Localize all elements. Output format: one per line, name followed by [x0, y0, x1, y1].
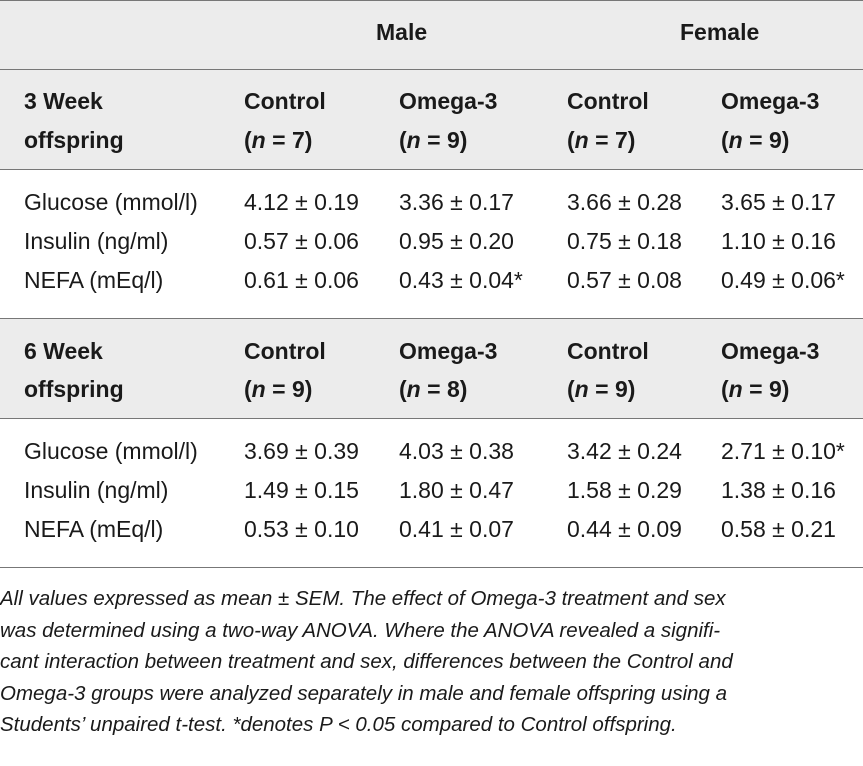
rule-under-section-2-header — [0, 418, 863, 419]
s1-col-header-label: Control — [244, 88, 326, 114]
table-cell: 0.41 ± 0.07 — [399, 516, 514, 542]
footnote-line: Omega-3 groups were analyzed separately … — [0, 681, 728, 705]
s2-col-header-n: (n = 9) — [244, 376, 313, 402]
table-cell: 2.71 ± 0.10* — [721, 438, 845, 464]
group-header-female: Female — [680, 19, 760, 45]
s2-col-header-label: Omega-3 — [721, 338, 820, 364]
table-cell: 0.57 ± 0.08 — [567, 267, 682, 293]
section-2-title-line2: offspring — [24, 376, 124, 402]
row-label: Glucose (mmol/l) — [24, 189, 198, 215]
s1-col-header-n: (n = 7) — [567, 127, 636, 153]
table-cell: 0.49 ± 0.06* — [721, 267, 845, 293]
footnote-line: was determined using a two-way ANOVA. Wh… — [0, 618, 721, 642]
table-cell: 1.38 ± 0.16 — [721, 477, 836, 503]
s2-col-header-label: Control — [244, 338, 326, 364]
table-cell: 1.58 ± 0.29 — [567, 477, 682, 503]
s1-col-header-n: (n = 9) — [721, 127, 790, 153]
group-header-male: Male — [376, 19, 428, 45]
footnote-line: cant interaction between treatment and s… — [0, 650, 733, 673]
table-cell: 1.49 ± 0.15 — [244, 477, 359, 503]
row-label: Insulin (ng/ml) — [24, 477, 169, 503]
table-cell: 0.43 ± 0.04* — [399, 267, 523, 293]
row-label: Glucose (mmol/l) — [24, 438, 198, 464]
table-cell: 0.61 ± 0.06 — [244, 267, 359, 293]
group-header-band — [0, 0, 863, 69]
section-2-header-band — [0, 318, 863, 418]
table-footnote: All values expressed as mean ± SEM. The … — [0, 583, 863, 741]
s2-col-header-n: (n = 8) — [399, 376, 468, 402]
s1-col-header-n: (n = 7) — [244, 127, 313, 153]
table-cell: 3.65 ± 0.17 — [721, 189, 836, 215]
rule-top — [0, 0, 863, 1]
section-1-header-band — [0, 69, 863, 169]
table-cell: 0.57 ± 0.06 — [244, 228, 359, 254]
rule-above-section-2 — [0, 318, 863, 319]
table-cell: 0.95 ± 0.20 — [399, 228, 514, 254]
row-label: NEFA (mEq/l) — [24, 516, 164, 542]
table-cell: 4.03 ± 0.38 — [399, 438, 514, 464]
table-cell: 0.44 ± 0.09 — [567, 516, 682, 542]
table-cell: 3.36 ± 0.17 — [399, 189, 514, 215]
table-cell: 0.53 ± 0.10 — [244, 516, 359, 542]
table-cell: 1.10 ± 0.16 — [721, 228, 836, 254]
section-1-title-line2: offspring — [24, 127, 124, 153]
table-cell: 0.58 ± 0.21 — [721, 516, 836, 542]
row-label: Insulin (ng/ml) — [24, 228, 169, 254]
table-cell: 3.42 ± 0.24 — [567, 438, 682, 464]
s2-col-header-label: Control — [567, 338, 649, 364]
section-1-title-line1: 3 Week — [24, 88, 103, 114]
footnote-line: Students’ unpaired t-test. *denotes P < … — [0, 713, 677, 736]
table-cell: 4.12 ± 0.19 — [244, 189, 359, 215]
s2-col-header-n: (n = 9) — [721, 376, 790, 402]
s1-col-header-label: Omega-3 — [721, 88, 820, 114]
s1-col-header-label: Omega-3 — [399, 88, 498, 114]
footnote-line: All values expressed as mean ± SEM. The … — [0, 587, 726, 610]
table-cell: 0.75 ± 0.18 — [567, 228, 682, 254]
rule-bottom — [0, 567, 863, 568]
s2-col-header-label: Omega-3 — [399, 338, 498, 364]
table-cell: 1.80 ± 0.47 — [399, 477, 514, 503]
s2-col-header-n: (n = 9) — [567, 376, 636, 402]
row-label: NEFA (mEq/l) — [24, 267, 164, 293]
section-2-title-line1: 6 Week — [24, 338, 103, 364]
rule-under-section-1-header — [0, 169, 863, 170]
table-cell: 3.69 ± 0.39 — [244, 438, 359, 464]
s1-col-header-label: Control — [567, 88, 649, 114]
table-cell: 3.66 ± 0.28 — [567, 189, 682, 215]
s1-col-header-n: (n = 9) — [399, 127, 468, 153]
rule-under-groups — [0, 69, 863, 70]
